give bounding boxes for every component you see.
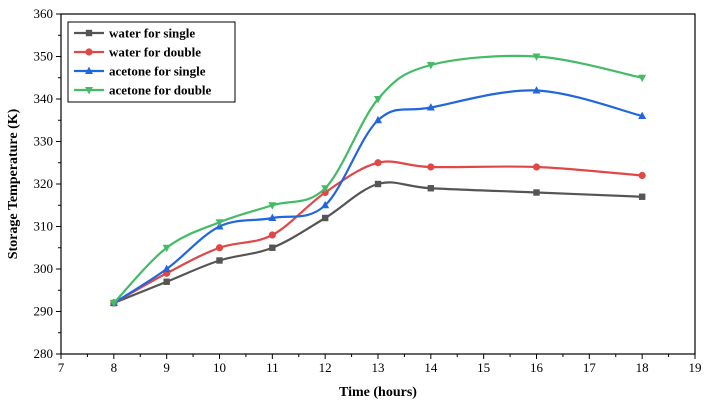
data-point-water-for-single: [269, 244, 276, 251]
data-point-acetone-for-double: [162, 244, 171, 253]
y-tick-label: 280: [34, 346, 54, 361]
data-point-acetone-for-single: [638, 111, 647, 119]
y-tick-label: 330: [34, 134, 54, 149]
y-tick-label: 340: [34, 91, 54, 106]
x-tick-label: 10: [213, 360, 226, 375]
data-point-acetone-for-double: [532, 53, 541, 61]
legend-box: [67, 21, 236, 103]
legend-marker-acetone-for-single: [85, 66, 93, 74]
y-tick-label: 310: [34, 219, 54, 234]
y-tick-label: 300: [34, 261, 54, 276]
data-point-water-for-double: [374, 159, 382, 167]
data-point-acetone-for-single: [374, 115, 382, 124]
y-tick-label: 320: [34, 176, 54, 191]
data-point-water-for-single: [321, 214, 329, 222]
data-point-water-for-double: [268, 231, 276, 239]
data-point-water-for-double: [215, 244, 224, 252]
data-point-water-for-single: [533, 189, 540, 196]
x-tick-label: 15: [477, 360, 490, 375]
x-tick-label: 14: [424, 360, 438, 375]
series-line-acetone-for-single: [113, 89, 643, 304]
data-point-acetone-for-double: [268, 202, 277, 210]
data-point-acetone-for-single: [268, 213, 277, 221]
data-point-acetone-for-double: [426, 62, 435, 70]
legend-marker-water-for-single: [85, 29, 93, 37]
series-acetone-for-double: [109, 53, 647, 308]
data-point-water-for-single: [374, 180, 382, 188]
series-layer: [109, 53, 647, 308]
x-tick-label: 18: [636, 360, 649, 375]
x-tick-label: 11: [266, 360, 279, 375]
data-point-water-for-single: [638, 193, 646, 200]
legend-label-water-for-single: water for single: [109, 26, 195, 41]
legend: water for single water for double acetone …: [67, 21, 236, 103]
data-point-water-for-double: [638, 171, 646, 180]
series-line-water-for-double: [113, 160, 643, 304]
x-tick-label: 12: [319, 360, 332, 375]
x-tick-label: 19: [689, 360, 702, 375]
series-acetone-for-single: [109, 86, 647, 306]
data-point-water-for-single: [163, 278, 170, 285]
legend-label-acetone-for-double: acetone for double: [109, 83, 212, 98]
y-axis-title: Storage Temperature (K): [6, 108, 21, 259]
data-point-acetone-for-single: [162, 264, 171, 272]
x-tick-label: 16: [530, 360, 544, 375]
data-point-water-for-double: [532, 163, 541, 171]
x-tick-label: 9: [163, 360, 170, 375]
data-point-acetone-for-double: [374, 96, 382, 104]
data-point-acetone-for-single: [532, 86, 541, 94]
series-water-for-single: [110, 180, 646, 307]
data-point-acetone-for-double: [215, 219, 224, 227]
legend-label-acetone-for-single: acetone for single: [109, 64, 206, 79]
x-axis: 7 8 9 10 11 12 13 14 15 16 17 18 19: [58, 354, 702, 375]
data-point-water-for-single: [427, 185, 435, 192]
y-tick-label: 360: [34, 6, 54, 21]
y-tick-label: 350: [34, 49, 54, 64]
data-point-acetone-for-double: [321, 185, 330, 193]
x-tick-label: 13: [372, 360, 385, 375]
data-point-acetone-for-single: [426, 103, 435, 111]
y-axis: 280 290 300 310 320 330 340 350 360: [34, 6, 61, 361]
legend-label-water-for-double: water for double: [109, 45, 201, 60]
series-line-water-for-single: [113, 181, 643, 305]
data-point-acetone-for-double: [638, 74, 647, 83]
legend-marker-acetone-for-double: [85, 87, 93, 95]
y-tick-label: 290: [34, 304, 54, 319]
data-point-acetone-for-double: [109, 300, 118, 308]
x-tick-label: 17: [583, 360, 597, 375]
data-point-acetone-for-single: [321, 200, 330, 209]
x-axis-title: Time (hours): [339, 385, 417, 400]
series-line-acetone-for-double: [113, 54, 643, 304]
data-point-water-for-single: [216, 257, 223, 264]
legend-marker-water-for-double: [85, 48, 93, 56]
data-point-water-for-double: [427, 163, 435, 171]
x-tick-label: 7: [58, 360, 65, 375]
x-tick-label: 8: [111, 360, 118, 375]
